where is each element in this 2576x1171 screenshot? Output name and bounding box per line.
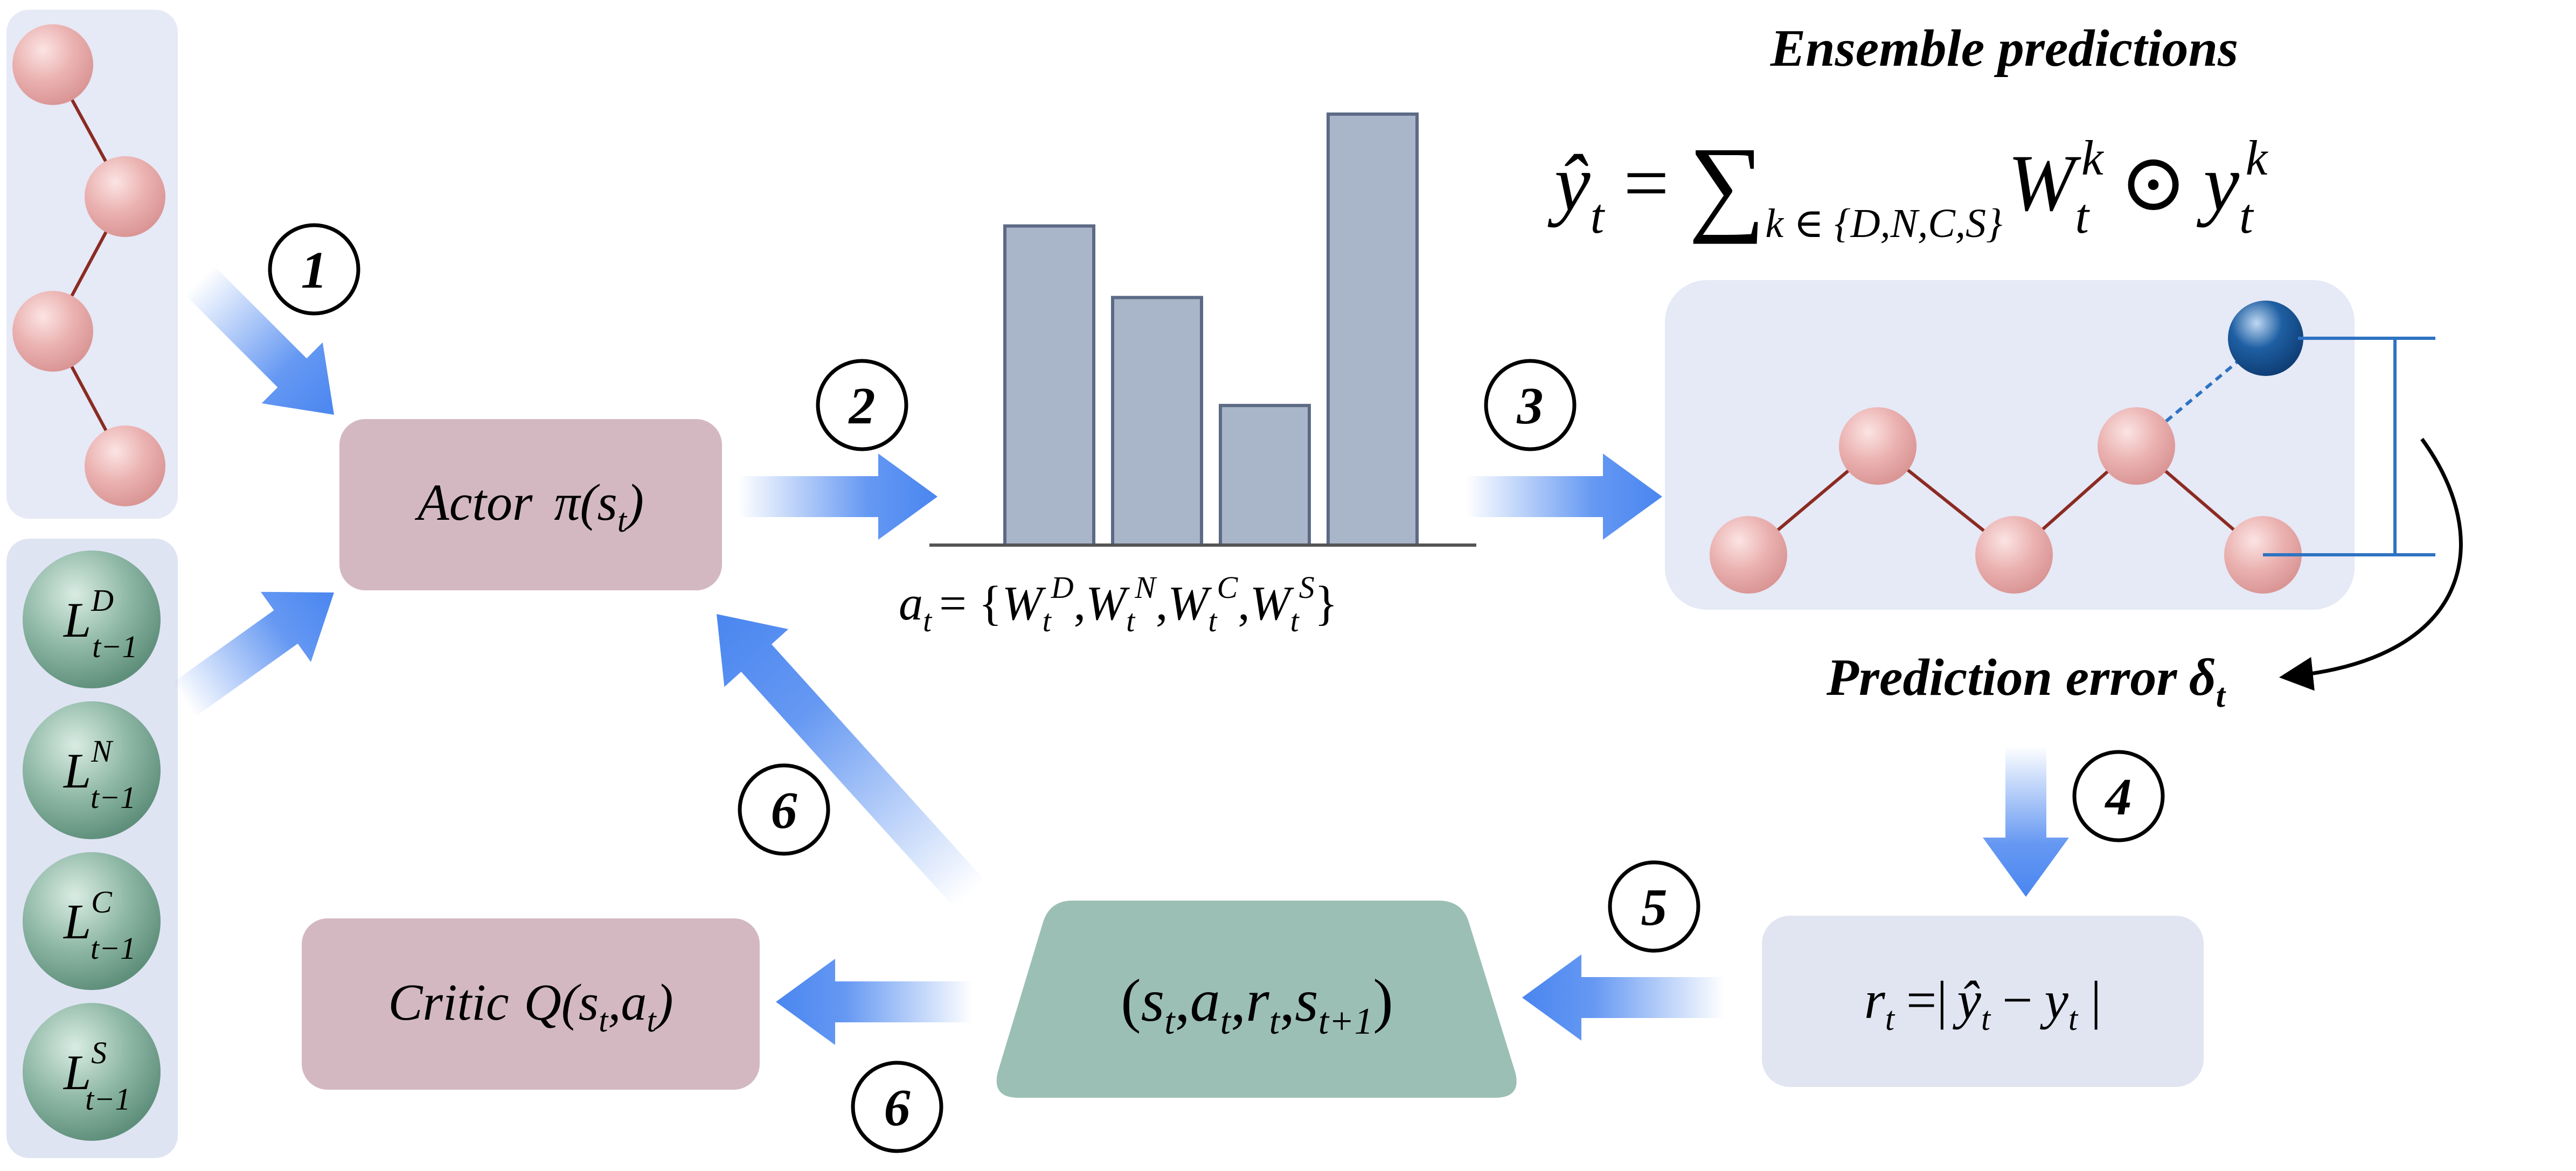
- loss-label: LS t−1: [63, 1035, 130, 1117]
- loss-node-s: LS t−1: [23, 1003, 161, 1141]
- loss-panel: [6, 539, 178, 1158]
- history-node: [12, 291, 93, 372]
- prediction-node: [1710, 516, 1787, 594]
- critic-label: Critic Q(st,at): [388, 973, 673, 1039]
- error-bracket: [2263, 337, 2435, 556]
- weight-bars: [1003, 112, 1419, 547]
- arrow-loss-to-actor: [171, 591, 334, 717]
- loss-label: LN t−1: [63, 734, 136, 815]
- loss-label: LD t−1: [63, 583, 137, 664]
- history-node: [85, 426, 165, 506]
- weight-bar-n: [1111, 296, 1203, 547]
- step-number: 4: [2105, 768, 2132, 826]
- arrow-error-to-reward: [1983, 746, 2069, 897]
- prediction-node: [2098, 407, 2175, 485]
- prediction-series: [1710, 301, 2303, 594]
- step-number: 3: [1517, 377, 1544, 435]
- weight-bar-s: [1327, 112, 1419, 547]
- loss-label: LC t−1: [63, 884, 136, 966]
- arrow-history-to-actor: [185, 266, 334, 415]
- reward-formula: rt =| ŷt − yt |: [1864, 970, 2101, 1037]
- history-series: [12, 24, 165, 506]
- arrow-actor-to-weights: [738, 454, 938, 540]
- history-panel: [6, 10, 178, 519]
- loss-node-n: LN t−1: [23, 701, 161, 839]
- step-number: 6: [884, 1079, 911, 1137]
- step-number: 6: [771, 782, 797, 840]
- step-marker-4: 4: [2072, 750, 2165, 842]
- step-marker-3: 3: [1484, 359, 1577, 451]
- error-curve-arrow: [2279, 437, 2463, 691]
- history-node: [12, 24, 93, 105]
- loss-node-d: LD t−1: [23, 550, 161, 688]
- action-weights-formula: at = {WtD,WtN,WtC,WtS}: [899, 570, 1338, 638]
- actor-box: [339, 419, 722, 590]
- step-number: 5: [1641, 879, 1668, 937]
- step-marker-6: 6: [738, 763, 830, 856]
- actor-label: Actor π(st): [414, 473, 644, 539]
- step-number: 2: [848, 377, 876, 435]
- step-marker-5: 5: [1608, 860, 1700, 953]
- weight-bar-d: [1003, 224, 1095, 547]
- loss-nodes: LD t−1 LN t−1 LC t−1 LS t−1: [23, 550, 161, 1141]
- critic-box: [302, 918, 760, 1090]
- prediction-error-label: Prediction error δt: [1826, 649, 2226, 714]
- step-marker-1: 1: [268, 223, 360, 316]
- arrow-transition-to-actor: [716, 614, 985, 908]
- arrow-weights-to-prediction: [1466, 454, 1662, 540]
- ensemble-formula: ŷt = ∑k ∈ {D,N,C,S}Wtk ⊙ ytk: [1547, 126, 2269, 246]
- transition-box: [996, 901, 1517, 1098]
- predicted-value-node: [2228, 301, 2303, 376]
- prediction-node: [1975, 516, 2053, 594]
- weight-bar-c: [1219, 403, 1311, 547]
- prediction-panel: [1665, 280, 2355, 610]
- arrow-transition-to-critic: [776, 959, 973, 1045]
- history-node: [85, 156, 165, 237]
- step-marker-7: 6: [851, 1061, 943, 1153]
- step-markers: 1 2 3 4 5 6 6: [268, 223, 2165, 1153]
- ensemble-title: Ensemble predictions: [1770, 19, 2238, 78]
- arrow-reward-to-transition: [1522, 954, 1724, 1041]
- arrows: [171, 266, 2069, 1045]
- reward-box: [1762, 916, 2204, 1087]
- loss-node-c: LC t−1: [23, 852, 161, 990]
- step-number: 1: [301, 241, 328, 299]
- transition-tuple: (st,at,rt,st+1): [1121, 967, 1393, 1042]
- prediction-node: [1839, 407, 1917, 485]
- step-marker-2: 2: [816, 359, 908, 451]
